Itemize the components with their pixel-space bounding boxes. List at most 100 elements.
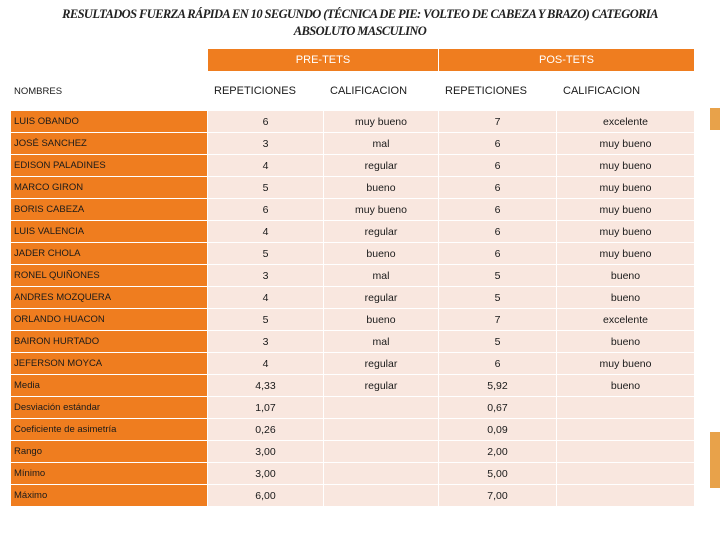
stat-post-reps-cell: 5,92: [438, 374, 557, 397]
stat-row: Media 4,33 regular 5,92 bueno: [10, 374, 696, 397]
row-pre-grade-cell: bueno: [323, 308, 439, 331]
stat-pre-grade-cell: [323, 418, 439, 441]
row-post-grade-cell: excelente: [555, 110, 696, 133]
stat-row: Coeficiente de asimetría 0,26 0,09: [10, 418, 696, 441]
row-pre-grade-cell: bueno: [323, 176, 439, 199]
row-pre-reps-cell: 5: [207, 308, 324, 331]
column-header-post-reps: REPETICIONES: [438, 71, 557, 111]
row-name: EDISON PALADINES: [10, 154, 208, 177]
row-post-reps-cell: 5: [438, 330, 557, 353]
column-header-pre-reps: REPETICIONES: [207, 71, 324, 111]
stat-post-grade-cell: [555, 462, 696, 485]
row-post-reps-cell: 5: [438, 264, 557, 287]
row-post-grade-cell: muy bueno: [555, 198, 696, 221]
column-header-pre-grade: CALIFICACION: [323, 71, 439, 111]
row-post-reps-cell: 5: [438, 286, 557, 309]
stat-pre-grade-cell: [323, 462, 439, 485]
stat-post-grade-cell: [555, 418, 696, 441]
row-name: LUIS OBANDO: [10, 110, 208, 133]
row-pre-reps-cell: 4: [207, 286, 324, 309]
stat-row: Mínimo 3,00 5,00: [10, 462, 696, 485]
row-post-reps-cell: 7: [438, 110, 557, 133]
row-pre-reps-cell: 4: [207, 154, 324, 177]
stat-post-grade-cell: [555, 440, 696, 463]
stat-pre-reps-cell: 6,00: [207, 484, 324, 507]
row-pre-reps-cell: 6: [207, 110, 324, 133]
right-accent-bar-bottom: [710, 432, 720, 488]
stat-post-reps-cell: 2,00: [438, 440, 557, 463]
table-row: ORLANDO HUACON 5 bueno 7 excelente: [10, 308, 696, 331]
header-row-columns: NOMBRES REPETICIONES CALIFICACION REPETI…: [10, 71, 696, 111]
row-pre-grade-cell: bueno: [323, 242, 439, 265]
row-pre-reps-cell: 3: [207, 330, 324, 353]
header-row-group: PRE-TETS POS-TETS: [10, 48, 696, 72]
results-table: PRE-TETS POS-TETS NOMBRES REPETICIONES C…: [10, 48, 696, 507]
table-row: EDISON PALADINES 4 regular 6 muy bueno: [10, 154, 696, 177]
table-row: JOSÉ SANCHEZ 3 mal 6 muy bueno: [10, 132, 696, 155]
row-post-grade-cell: excelente: [555, 308, 696, 331]
stat-pre-grade-cell: regular: [323, 374, 439, 397]
stat-pre-reps-cell: 4,33: [207, 374, 324, 397]
row-post-grade-cell: muy bueno: [555, 154, 696, 177]
row-post-reps-cell: 6: [438, 132, 557, 155]
stat-pre-grade-cell: [323, 440, 439, 463]
stat-post-grade-cell: [555, 484, 696, 507]
row-name: JOSÉ SANCHEZ: [10, 132, 208, 155]
row-post-grade-cell: bueno: [555, 330, 696, 353]
row-post-reps-cell: 6: [438, 352, 557, 375]
row-pre-grade-cell: regular: [323, 286, 439, 309]
row-post-reps-cell: 6: [438, 154, 557, 177]
stat-pre-grade-cell: [323, 396, 439, 419]
stat-name: Máximo: [10, 484, 208, 507]
title-line-1: RESULTADOS FUERZA RÁPIDA EN 10 SEGUNDO (…: [62, 7, 658, 21]
post-test-header: POS-TETS: [437, 48, 696, 72]
row-pre-grade-cell: mal: [323, 330, 439, 353]
row-pre-grade-cell: muy bueno: [323, 110, 439, 133]
row-pre-reps-cell: 3: [207, 132, 324, 155]
table-row: LUIS VALENCIA 4 regular 6 muy bueno: [10, 220, 696, 243]
row-pre-reps-cell: 4: [207, 220, 324, 243]
row-post-grade-cell: muy bueno: [555, 242, 696, 265]
stat-name: Media: [10, 374, 208, 397]
stat-post-reps-cell: 0,09: [438, 418, 557, 441]
table-row: MARCO GIRON 5 bueno 6 muy bueno: [10, 176, 696, 199]
row-pre-reps-cell: 3: [207, 264, 324, 287]
row-pre-reps-cell: 4: [207, 352, 324, 375]
stat-row: Desviación estándar 1,07 0,67: [10, 396, 696, 419]
row-post-grade-cell: muy bueno: [555, 352, 696, 375]
stat-pre-reps-cell: 0,26: [207, 418, 324, 441]
row-name: JEFERSON MOYCA: [10, 352, 208, 375]
row-name: ORLANDO HUACON: [10, 308, 208, 331]
column-header-names: NOMBRES: [10, 71, 208, 111]
row-name: BORIS CABEZA: [10, 198, 208, 221]
table-row: LUIS OBANDO 6 muy bueno 7 excelente: [10, 110, 696, 133]
row-pre-grade-cell: regular: [323, 220, 439, 243]
table-row: ANDRES MOZQUERA 4 regular 5 bueno: [10, 286, 696, 309]
stat-pre-reps-cell: 3,00: [207, 462, 324, 485]
right-accent-bar-top: [710, 108, 720, 130]
row-name: LUIS VALENCIA: [10, 220, 208, 243]
row-post-reps-cell: 6: [438, 242, 557, 265]
stat-row: Máximo 6,00 7,00: [10, 484, 696, 507]
title-line-2: ABSOLUTO MASCULINO: [293, 24, 427, 38]
stat-post-grade-cell: bueno: [555, 374, 696, 397]
row-post-grade-cell: bueno: [555, 264, 696, 287]
row-name: RONEL QUIÑONES: [10, 264, 208, 287]
row-name: MARCO GIRON: [10, 176, 208, 199]
row-post-reps-cell: 6: [438, 176, 557, 199]
stat-name: Mínimo: [10, 462, 208, 485]
row-post-reps-cell: 6: [438, 198, 557, 221]
row-post-grade-cell: muy bueno: [555, 132, 696, 155]
row-pre-reps-cell: 5: [207, 176, 324, 199]
table-row: RONEL QUIÑONES 3 mal 5 bueno: [10, 264, 696, 287]
table-row: JADER CHOLA 5 bueno 6 muy bueno: [10, 242, 696, 265]
stat-pre-grade-cell: [323, 484, 439, 507]
row-pre-grade-cell: muy bueno: [323, 198, 439, 221]
table-row: BAIRON HURTADO 3 mal 5 bueno: [10, 330, 696, 353]
stat-post-grade-cell: [555, 396, 696, 419]
pre-test-header: PRE-TETS: [207, 48, 439, 72]
table-row: JEFERSON MOYCA 4 regular 6 muy bueno: [10, 352, 696, 375]
column-header-post-grade: CALIFICACION: [555, 71, 696, 111]
stat-pre-reps-cell: 1,07: [207, 396, 324, 419]
row-pre-grade-cell: mal: [323, 132, 439, 155]
